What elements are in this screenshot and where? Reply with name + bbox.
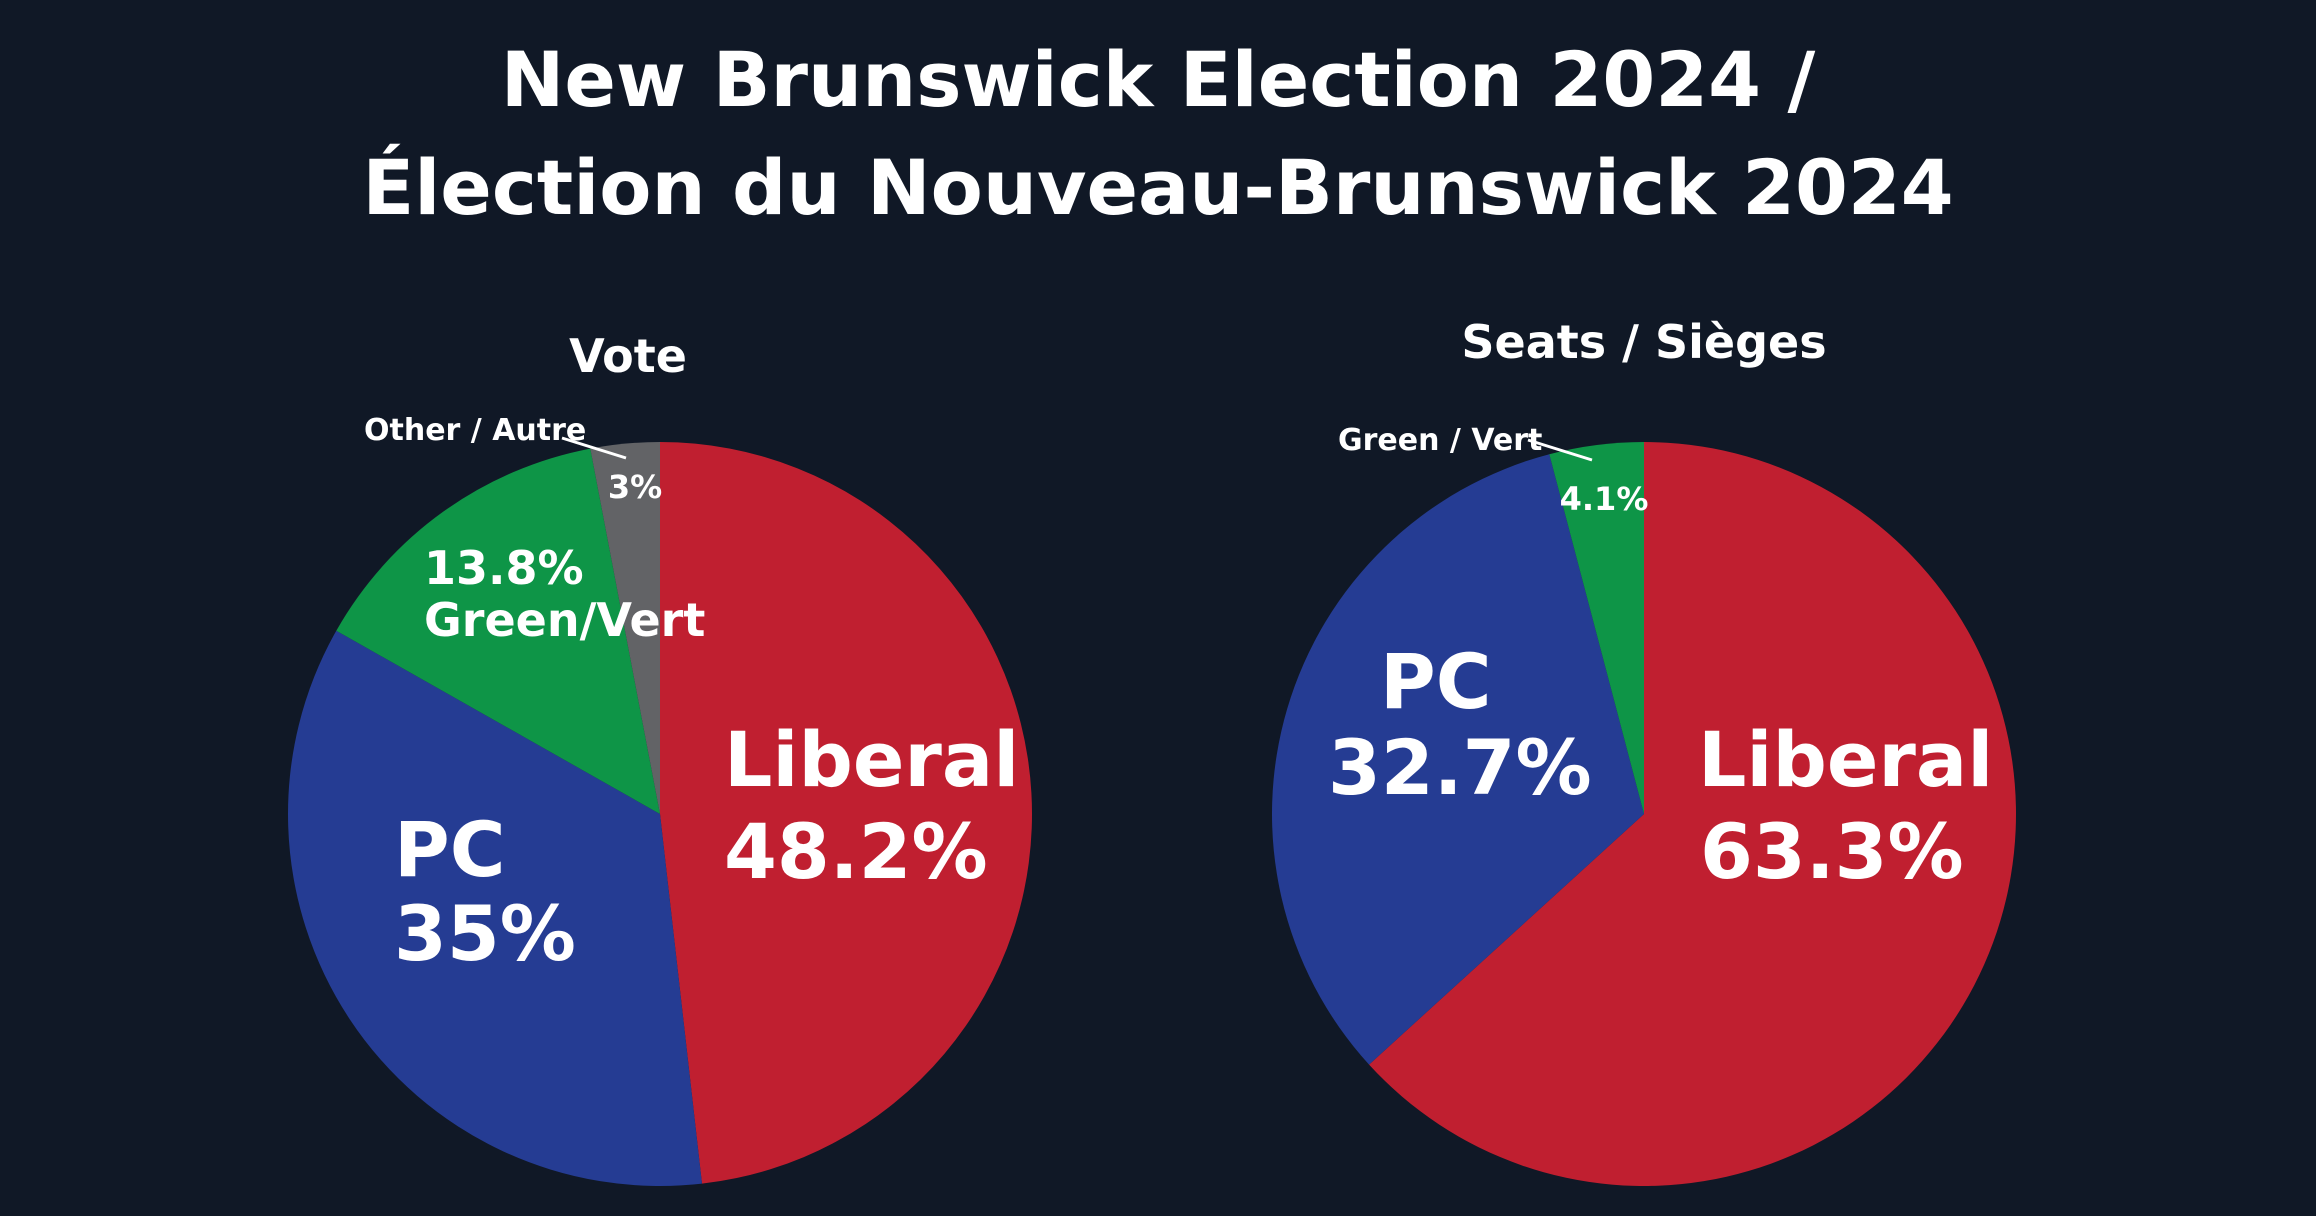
vote-other-value: 3% <box>608 468 662 506</box>
vote-liberal-value: 48.2% <box>724 807 988 896</box>
vote-other-leader-line <box>561 436 627 460</box>
seats-pc-slice <box>1272 454 1644 1065</box>
main-title-line-1: New Brunswick Election 2024 / <box>501 35 1816 124</box>
vote-other-slice <box>590 442 660 814</box>
main-title-line-2: Élection du Nouveau-Brunswick 2024 <box>362 143 1953 232</box>
seats-liberal-slice <box>1369 441 2017 1186</box>
vote-chart-title: Vote <box>569 329 687 383</box>
vote-pc-label: PC <box>394 805 505 894</box>
seats-pc-value: 32.7% <box>1328 723 1592 812</box>
vote-pie <box>288 441 1033 1186</box>
seats-liberal-label: Liberal <box>1698 715 1993 804</box>
vote-liberal-label: Liberal <box>724 715 1019 804</box>
seats-liberal-value: 63.3% <box>1700 807 1964 896</box>
seats-green-value: 4.1% <box>1560 480 1649 518</box>
vote-green-slice <box>336 448 660 814</box>
vote-liberal-slice <box>660 441 1033 1184</box>
seats-green-leader-line <box>1527 438 1593 462</box>
seats-green-label: Green / Vert <box>1338 423 1542 458</box>
vote-green-label: Green/Vert <box>424 593 705 647</box>
vote-other-label: Other / Autre <box>364 413 586 448</box>
vote-green-value: 13.8% <box>424 541 584 595</box>
seats-pc-label: PC <box>1380 637 1491 726</box>
seats-green-slice <box>1549 442 1644 814</box>
vote-pc-slice <box>288 630 702 1186</box>
seats-pie <box>1272 441 2017 1186</box>
seats-chart-title: Seats / Sièges <box>1461 315 1826 369</box>
vote-pc-value: 35% <box>394 889 576 978</box>
